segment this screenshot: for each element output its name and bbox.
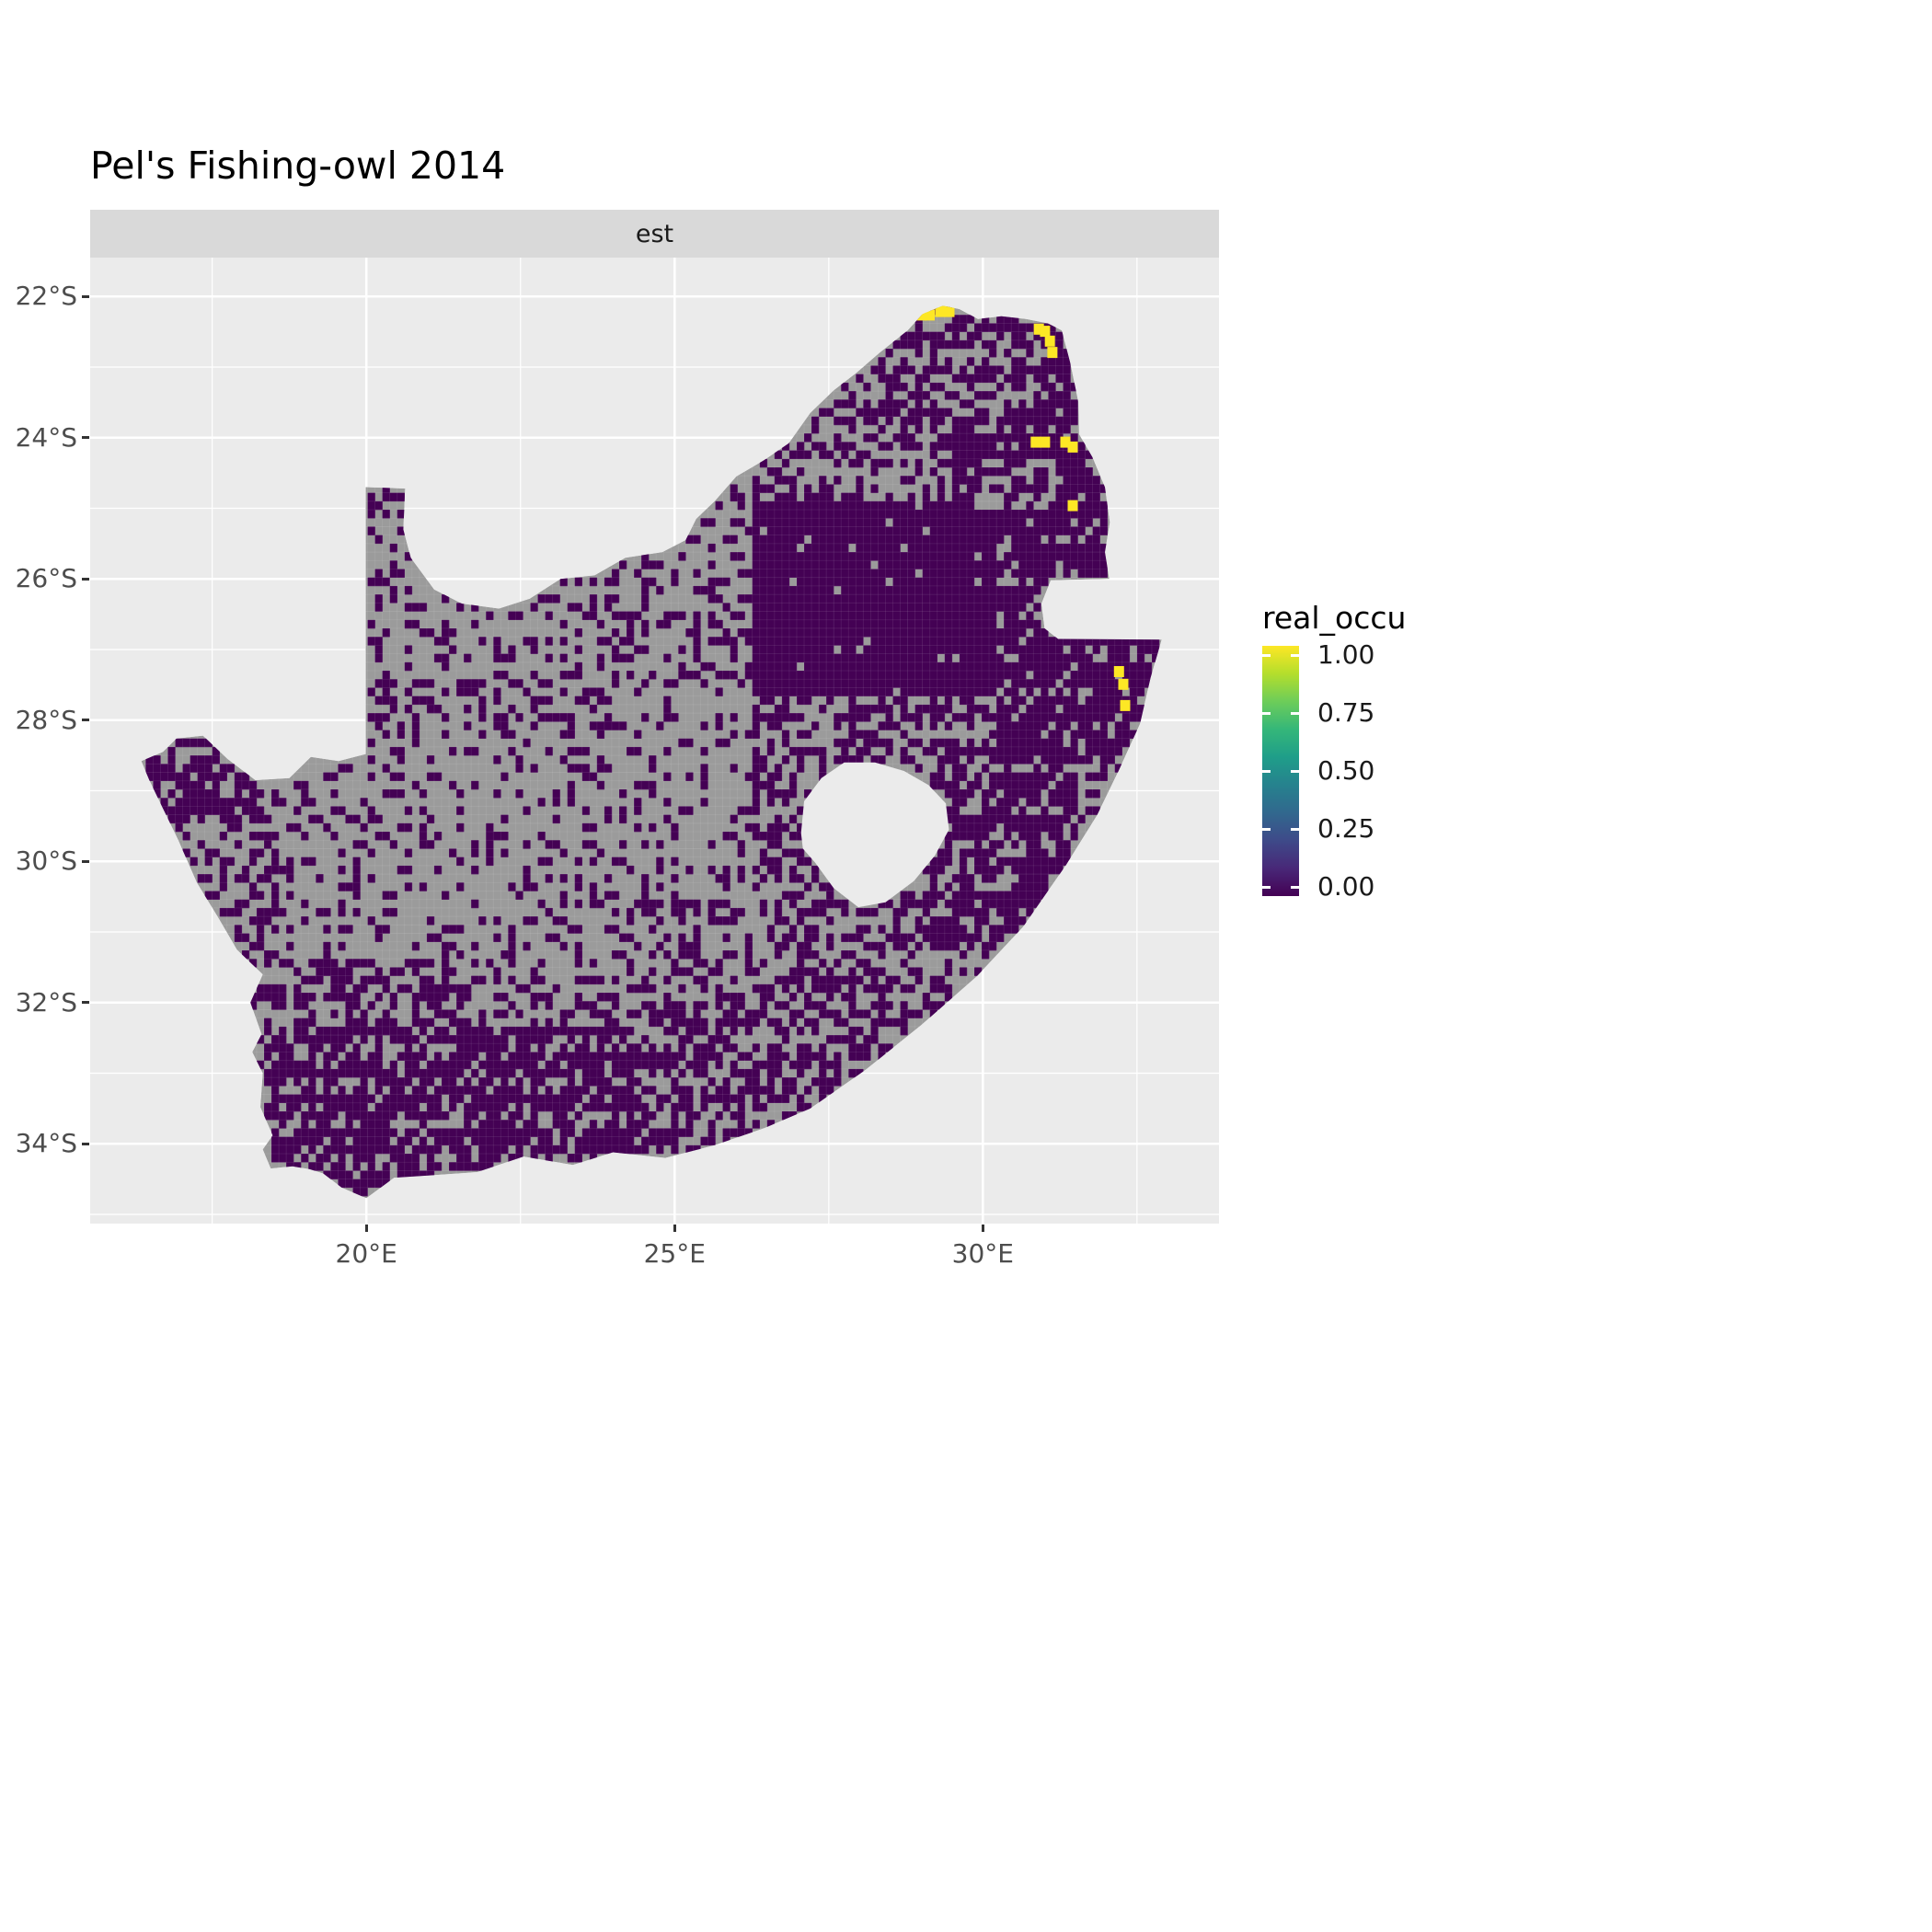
y-axis-tick-mark <box>82 1142 89 1145</box>
legend-tick-mark <box>1262 885 1271 889</box>
y-axis-tick-label: 34°S <box>15 1128 77 1159</box>
plot-panel <box>90 258 1219 1224</box>
y-axis-tick-label: 22°S <box>15 281 77 312</box>
legend-tick-label: 0.25 <box>1317 813 1375 844</box>
x-axis-tick-label: 30°E <box>951 1238 1014 1269</box>
x-axis-tick-mark <box>673 1225 676 1232</box>
legend-tick-mark <box>1291 827 1299 831</box>
map-layer <box>141 305 1162 1199</box>
legend-title: real_occu <box>1262 600 1407 636</box>
y-axis-tick-label: 28°S <box>15 704 77 735</box>
lesotho-hole <box>800 762 949 908</box>
plot-title: Pel's Fishing-owl 2014 <box>90 144 506 188</box>
y-axis-tick-mark <box>82 859 89 863</box>
y-axis-tick-mark <box>82 577 89 581</box>
raster-cells <box>145 306 1160 1197</box>
y-axis-tick-mark <box>82 294 89 298</box>
y-axis-tick-label: 32°S <box>15 986 77 1018</box>
y-axis-tick-mark <box>82 436 89 440</box>
legend-tick-mark <box>1291 711 1299 715</box>
y-axis-tick-mark <box>82 719 89 722</box>
legend-tick-mark <box>1262 827 1271 831</box>
x-axis-tick-mark <box>981 1225 984 1232</box>
legend-tick-mark <box>1262 653 1271 657</box>
facet-strip: est <box>90 210 1219 258</box>
south-africa-occupancy-map <box>90 258 1219 1224</box>
y-axis-tick-label: 30°S <box>15 845 77 877</box>
x-axis-tick-label: 25°E <box>643 1238 706 1269</box>
legend-tick-label: 0.75 <box>1317 697 1375 728</box>
occupied-cells <box>916 305 1131 711</box>
legend-tick-label: 0.50 <box>1317 755 1375 786</box>
legend-tick-mark <box>1262 711 1271 715</box>
legend-tick-label: 0.00 <box>1317 871 1375 902</box>
facet-strip-label: est <box>635 219 674 248</box>
legend-tick-mark <box>1291 885 1299 889</box>
legend-tick-mark <box>1262 769 1271 773</box>
x-axis-tick-mark <box>364 1225 368 1232</box>
x-axis-tick-label: 20°E <box>335 1238 397 1269</box>
y-axis-tick-label: 24°S <box>15 421 77 453</box>
legend-tick-label: 1.00 <box>1317 639 1375 670</box>
legend-tick-mark <box>1291 769 1299 773</box>
y-axis-tick-label: 26°S <box>15 563 77 594</box>
legend-tick-mark <box>1291 653 1299 657</box>
y-axis-tick-mark <box>82 1001 89 1005</box>
